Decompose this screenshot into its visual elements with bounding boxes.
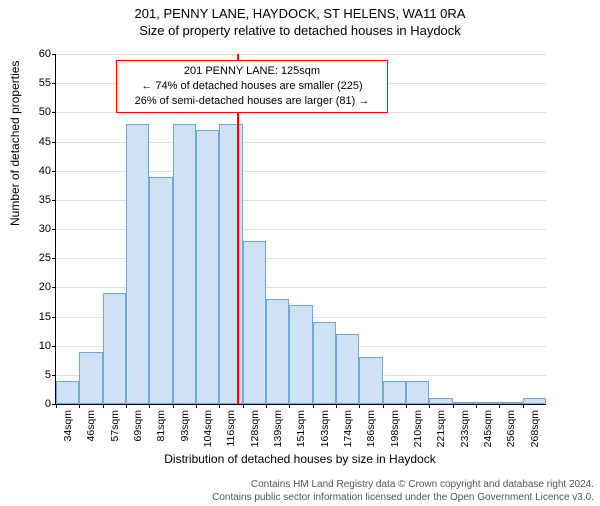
- chart-area: 05101520253035404550556034sqm46sqm57sqm6…: [55, 54, 575, 434]
- xtick-mark: [499, 404, 500, 408]
- ytick-label: 20: [21, 281, 51, 293]
- ytick-mark: [52, 200, 56, 201]
- histogram-bar: [266, 299, 289, 404]
- ytick-mark: [52, 83, 56, 84]
- xtick-mark: [313, 404, 314, 408]
- ytick-mark: [52, 258, 56, 259]
- chart-title-sub: Size of property relative to detached ho…: [0, 23, 600, 38]
- ytick-label: 60: [21, 48, 51, 60]
- histogram-bar: [523, 398, 546, 404]
- histogram-bar: [383, 381, 406, 404]
- annotation-box: 201 PENNY LANE: 125sqm← 74% of detached …: [116, 60, 388, 113]
- xtick-mark: [103, 404, 104, 408]
- histogram-bar: [359, 357, 382, 404]
- annotation-line: 201 PENNY LANE: 125sqm: [123, 64, 381, 79]
- histogram-bar: [56, 381, 79, 404]
- annotation-line: ← 74% of detached houses are smaller (22…: [123, 79, 381, 94]
- histogram-bar: [243, 241, 266, 404]
- xtick-mark: [383, 404, 384, 408]
- xtick-mark: [243, 404, 244, 408]
- xtick-mark: [126, 404, 127, 408]
- ytick-label: 10: [21, 340, 51, 352]
- xtick-mark: [196, 404, 197, 408]
- histogram-bar: [103, 293, 126, 404]
- y-axis-label: Number of detached properties: [8, 61, 22, 226]
- ytick-mark: [52, 54, 56, 55]
- ytick-mark: [52, 375, 56, 376]
- ytick-mark: [52, 112, 56, 113]
- footer-copyright-1: Contains HM Land Registry data © Crown c…: [251, 479, 594, 490]
- ytick-mark: [52, 346, 56, 347]
- ytick-mark: [52, 287, 56, 288]
- histogram-bar: [499, 402, 522, 404]
- ytick-label: 35: [21, 194, 51, 206]
- xtick-mark: [289, 404, 290, 408]
- xtick-mark: [336, 404, 337, 408]
- ytick-label: 45: [21, 136, 51, 148]
- histogram-bar: [219, 124, 242, 404]
- histogram-bar: [289, 305, 312, 404]
- xtick-mark: [266, 404, 267, 408]
- annotation-line: 26% of semi-detached houses are larger (…: [123, 94, 381, 109]
- histogram-bar: [196, 130, 219, 404]
- x-axis-label: Distribution of detached houses by size …: [0, 452, 600, 466]
- histogram-bar: [79, 352, 102, 405]
- xtick-mark: [406, 404, 407, 408]
- ytick-label: 25: [21, 252, 51, 264]
- ytick-mark: [52, 142, 56, 143]
- ytick-label: 40: [21, 165, 51, 177]
- xtick-mark: [173, 404, 174, 408]
- footer-copyright-2: Contains public sector information licen…: [212, 492, 594, 503]
- xtick-mark: [429, 404, 430, 408]
- xtick-mark: [79, 404, 80, 408]
- gridline: [56, 54, 546, 55]
- ytick-label: 30: [21, 223, 51, 235]
- ytick-mark: [52, 317, 56, 318]
- ytick-label: 15: [21, 311, 51, 323]
- histogram-bar: [313, 322, 336, 404]
- ytick-label: 50: [21, 106, 51, 118]
- histogram-bar: [476, 402, 499, 404]
- ytick-mark: [52, 229, 56, 230]
- xtick-mark: [56, 404, 57, 408]
- xtick-mark: [219, 404, 220, 408]
- ytick-label: 55: [21, 77, 51, 89]
- ytick-label: 5: [21, 369, 51, 381]
- histogram-bar: [453, 402, 476, 404]
- histogram-bar: [336, 334, 359, 404]
- histogram-bar: [149, 177, 172, 405]
- plot-area: 05101520253035404550556034sqm46sqm57sqm6…: [55, 54, 546, 405]
- xtick-mark: [476, 404, 477, 408]
- xtick-mark: [359, 404, 360, 408]
- xtick-mark: [149, 404, 150, 408]
- histogram-bar: [406, 381, 429, 404]
- ytick-label: 0: [21, 398, 51, 410]
- chart-title-main: 201, PENNY LANE, HAYDOCK, ST HELENS, WA1…: [0, 6, 600, 21]
- histogram-bar: [429, 398, 452, 404]
- xtick-mark: [453, 404, 454, 408]
- histogram-bar: [173, 124, 196, 404]
- ytick-mark: [52, 171, 56, 172]
- histogram-bar: [126, 124, 149, 404]
- xtick-mark: [523, 404, 524, 408]
